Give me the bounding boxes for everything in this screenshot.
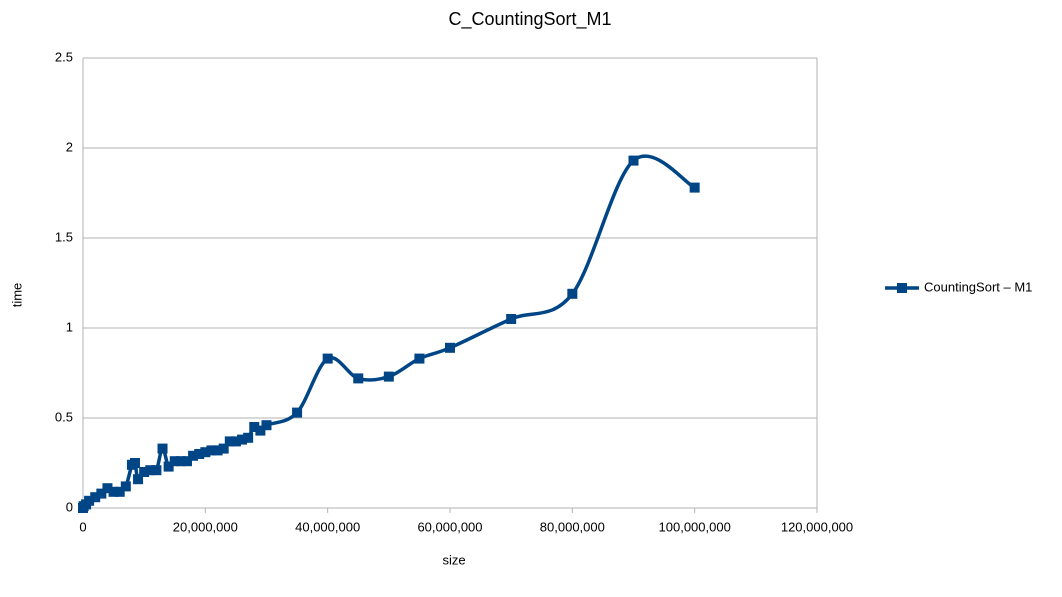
- point: [145, 465, 156, 476]
- point: [414, 353, 425, 364]
- point: [628, 155, 639, 166]
- point: [114, 486, 125, 497]
- point: [261, 420, 272, 431]
- point: [133, 474, 144, 485]
- point: [108, 486, 119, 497]
- series-line: [81, 154, 696, 509]
- y-tick-label: 1.5: [55, 229, 73, 244]
- point: [84, 495, 95, 506]
- point: [383, 371, 394, 382]
- y-tick-label: 2: [66, 139, 73, 154]
- y-tick-label: 2.5: [55, 49, 73, 64]
- point: [188, 450, 199, 461]
- point: [353, 373, 364, 384]
- x-tick-label: 80,000,000: [540, 519, 605, 534]
- point: [181, 456, 192, 467]
- point: [139, 467, 150, 477]
- x-tick-label: 120,000,000: [781, 519, 853, 534]
- point: [506, 314, 517, 324]
- y-tick-label: 1: [66, 319, 73, 334]
- point: [212, 445, 223, 456]
- y-tick-label: 0.5: [55, 409, 73, 424]
- point: [120, 481, 131, 492]
- x-tick-label: 100,000,000: [659, 519, 731, 534]
- y-tick-label: 0: [66, 499, 73, 514]
- point: [322, 353, 333, 364]
- x-axis-label: size: [442, 552, 465, 567]
- point: [163, 461, 174, 472]
- point: [689, 182, 700, 193]
- point: [567, 288, 578, 299]
- point: [102, 483, 113, 494]
- legend-marker: [897, 283, 907, 293]
- point: [157, 443, 168, 454]
- point: [292, 407, 303, 418]
- point: [243, 432, 254, 443]
- y-axis-label: time: [9, 283, 24, 308]
- point: [218, 443, 229, 454]
- x-tick-label: 60,000,000: [417, 519, 482, 534]
- point: [249, 422, 260, 432]
- x-tick-label: 0: [79, 519, 86, 534]
- point: [151, 465, 162, 476]
- chart-title: C_CountingSort_M1: [448, 9, 611, 30]
- x-tick-label: 40,000,000: [295, 519, 360, 534]
- legend-label: CountingSort – M1: [924, 279, 1032, 294]
- point: [169, 456, 180, 467]
- point: [206, 445, 217, 456]
- point: [445, 342, 455, 353]
- point: [96, 488, 107, 499]
- point: [200, 447, 211, 458]
- point: [175, 456, 186, 467]
- x-tick-label: 20,000,000: [173, 519, 238, 534]
- point: [224, 436, 235, 447]
- point: [237, 434, 248, 445]
- point: [255, 425, 266, 436]
- point: [194, 449, 205, 459]
- point: [230, 436, 241, 447]
- point: [129, 458, 140, 468]
- point: [90, 492, 101, 503]
